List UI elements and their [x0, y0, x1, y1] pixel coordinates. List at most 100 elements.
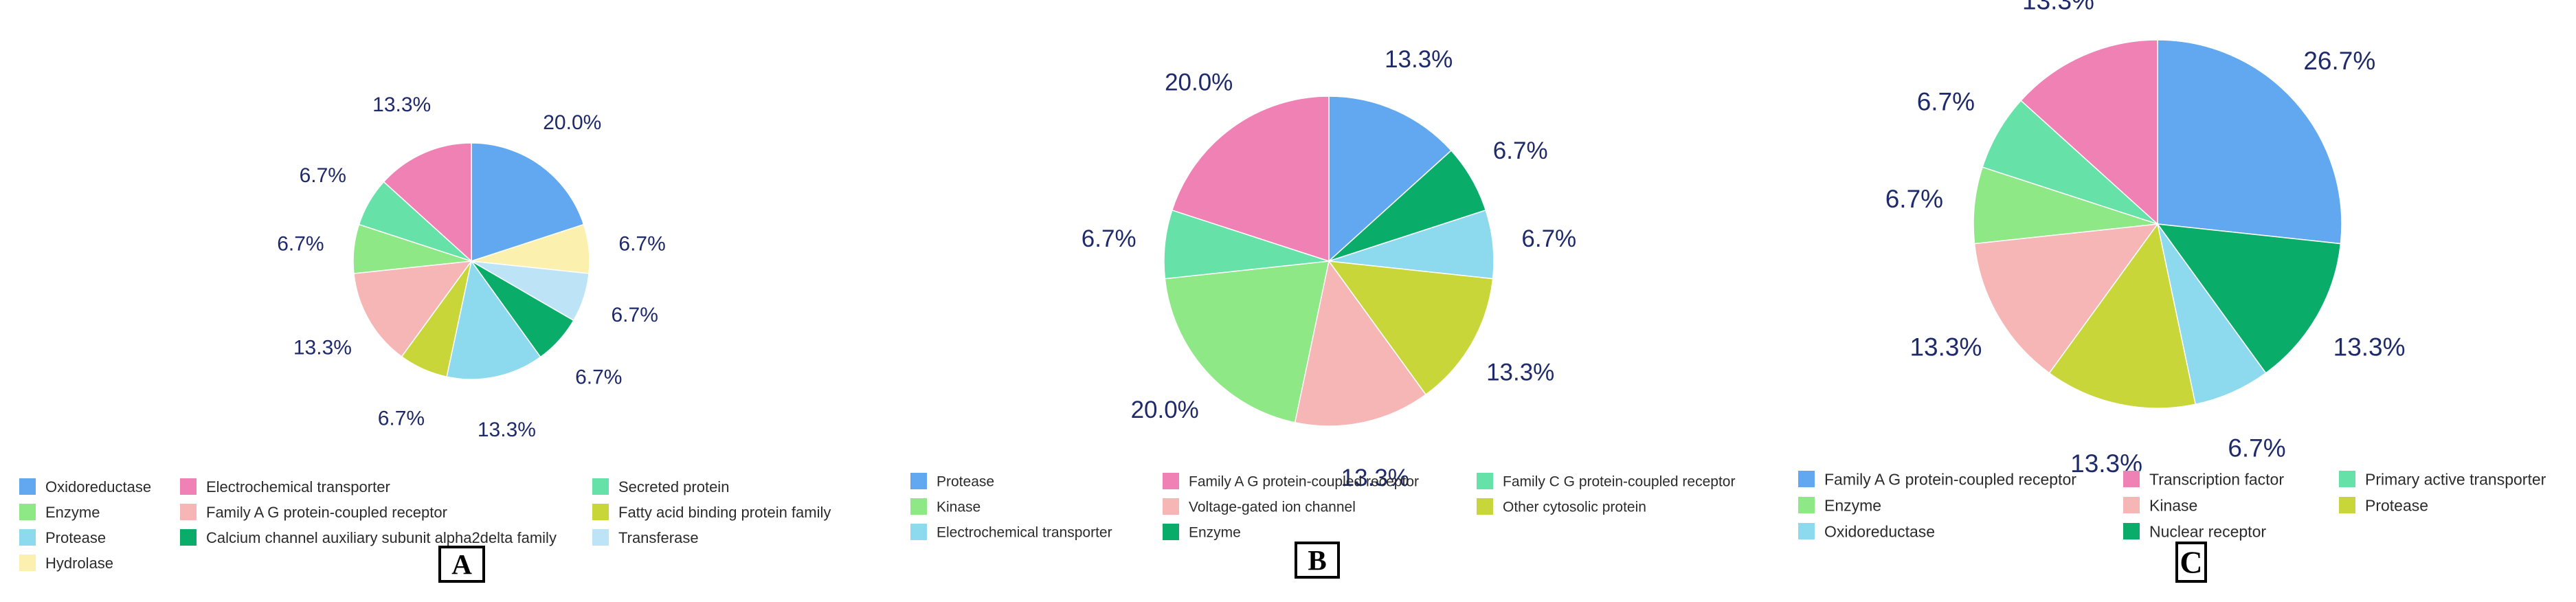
- slice-percent-label: 6.7%: [1493, 137, 1548, 164]
- slice-percent-label: 13.3%: [2022, 0, 2094, 15]
- legend-label: Primary active transporter: [2365, 470, 2546, 488]
- legend-swatch: [592, 529, 609, 546]
- pie-slice-voltage-gated-ion-channel: [1294, 260, 1427, 427]
- panel-label-text: A: [451, 548, 472, 580]
- legend-swatch: [180, 478, 197, 495]
- slice-percent-label: 6.7%: [1885, 185, 1943, 213]
- pie-slice-nuclear-receptor: [2156, 223, 2342, 374]
- slice-percent-label: 13.3%: [1341, 465, 1409, 491]
- legend-item-protease: Protease: [2339, 496, 2428, 514]
- legend-label: Oxidoreductase: [1824, 522, 1935, 540]
- slice-percent-label: 6.7%: [2228, 434, 2285, 462]
- pie-slice-kinase: [1973, 223, 2159, 374]
- slice-percent-label: 6.7%: [378, 408, 425, 430]
- pie-slice-protease: [2048, 223, 2197, 409]
- slice-percent-label: 6.7%: [612, 304, 658, 326]
- legend-label: Kinase: [937, 500, 981, 515]
- panel-label-box: [2175, 542, 2207, 583]
- legend-item-oxidoreductase: Oxidoreductase: [1798, 522, 1935, 540]
- slice-percent-label: 13.3%: [478, 419, 536, 441]
- legend-label: Other cytosolic protein: [1503, 500, 1646, 515]
- legend-swatch: [2123, 471, 2140, 487]
- legend-label: Transferase: [618, 529, 699, 546]
- pie-slice-primary-active-transporter: [1982, 100, 2158, 225]
- pie-slice-family-a-g-protein-coupled-receptor: [1171, 96, 1330, 263]
- pie-slice-family-a-g-protein-coupled-receptor: [2157, 39, 2342, 245]
- slice-percent-label: 6.7%: [1082, 225, 1136, 252]
- slice-percent-label: 13.3%: [372, 93, 431, 116]
- legend-item-family-a-g-protein-coupled-receptor: Family A G protein-coupled receptor: [1163, 473, 1419, 490]
- legend-swatch: [180, 504, 197, 520]
- legend-b: Protease Family A G protein-coupled recep…: [910, 473, 1735, 541]
- legend-swatch: [1163, 473, 1179, 489]
- pie-slice-transcription-factor: [2020, 39, 2158, 225]
- legend-swatch: [910, 524, 927, 540]
- legend-a: Oxidoreductase Electrochemical transporte…: [19, 478, 831, 572]
- legend-swatch: [1477, 473, 1493, 489]
- legend-label: Voltage-gated ion channel: [1189, 500, 1356, 515]
- legend-label: Transcription factor: [2149, 470, 2284, 488]
- legend-swatch: [1477, 498, 1493, 515]
- legend-swatch: [910, 498, 927, 515]
- legend-swatch: [19, 529, 36, 546]
- legend-label: Family A G protein-coupled receptor: [1824, 470, 2076, 488]
- legend-item-family-c-g-protein-coupled-receptor: Family C G protein-coupled receptor: [1477, 473, 1735, 490]
- slice-percent-label: 20.0%: [543, 111, 601, 134]
- panel-label-text: C: [2180, 545, 2202, 580]
- legend-swatch: [19, 555, 36, 571]
- legend-item-hydrolase: Hydrolase: [19, 555, 113, 572]
- legend-swatch: [2339, 471, 2355, 487]
- legend-swatch: [2123, 497, 2140, 513]
- legend-swatch: [1163, 524, 1179, 540]
- pie-slice-enzyme: [1973, 166, 2158, 245]
- pie-slice-other-cytosolic-protein: [1328, 260, 1494, 396]
- legend-label: Enzyme: [45, 504, 100, 521]
- legend-label: Family A G protein-coupled receptor: [1189, 474, 1419, 490]
- slice-percent-label: 6.7%: [618, 232, 665, 255]
- panel-label-c: C: [2175, 542, 2207, 583]
- legend-swatch: [1798, 497, 1815, 513]
- pie-slice-electrochemical-transporter: [383, 142, 472, 263]
- legend-item-protease: Protease: [19, 529, 106, 546]
- slice-percent-label: 20.0%: [1131, 397, 1199, 423]
- legend-swatch: [910, 473, 927, 489]
- legend-item-fatty-acid-binding-protein-family: Fatty acid binding protein family: [592, 504, 831, 521]
- legend-label: Calcium channel auxiliary subunit alpha2…: [206, 529, 557, 546]
- legend-label: Family A G protein-coupled receptor: [206, 504, 447, 521]
- slice-percent-label: 6.7%: [575, 366, 622, 388]
- legend-item-enzyme: Enzyme: [1163, 524, 1241, 541]
- pie-chart-b: 13.3% 6.7% 6.7% 13.3% 13.3% 20.0% 6.7% 20.0%: [1082, 46, 1576, 491]
- legend-item-primary-active-transporter: Primary active transporter: [2339, 470, 2546, 488]
- panel-label-text: B: [1308, 544, 1326, 576]
- slice-percent-label: 13.3%: [1486, 359, 1554, 386]
- legend-item-electrochemical-transporter: Electrochemical transporter: [180, 478, 390, 495]
- legend-swatch: [180, 529, 197, 546]
- legend-label: Secreted protein: [618, 478, 729, 495]
- legend-item-family-a-g-protein-coupled-receptor: Family A G protein-coupled receptor: [180, 504, 447, 521]
- legend-item-enzyme: Enzyme: [1798, 496, 1881, 514]
- slice-percent-label: 6.7%: [1917, 88, 1975, 116]
- legend-label: Oxidoreductase: [45, 478, 151, 495]
- pie-chart-c: 26.7%13.3%6.7%13.3%13.3%6.7%6.7%13.3%: [1885, 0, 2406, 478]
- legend-label: Electrochemical transporter: [206, 478, 390, 495]
- legend-label: Kinase: [2149, 496, 2197, 514]
- legend-c: Family A G protein-coupled receptor Trans…: [1798, 470, 2546, 540]
- slice-percent-label: 13.3%: [293, 336, 352, 359]
- slice-percent-label: 6.7%: [277, 232, 324, 255]
- pie-slice-protease: [1328, 96, 1453, 263]
- legend-label: Enzyme: [1824, 496, 1881, 514]
- legend-item-kinase: Kinase: [910, 498, 981, 515]
- slice-percent-label: 26.7%: [2303, 47, 2375, 75]
- legend-item-nuclear-receptor: Nuclear receptor: [2123, 522, 2266, 540]
- pie-slice-kinase: [1164, 260, 1330, 423]
- legend-swatch: [2123, 523, 2140, 539]
- legend-label: Nuclear receptor: [2149, 522, 2266, 540]
- legend-label: Hydrolase: [45, 555, 113, 572]
- pie-slice-oxidoreductase: [2157, 223, 2267, 405]
- legend-swatch: [19, 504, 36, 520]
- pie-chart-a: 20.0% 6.7% 6.7% 6.7% 13.3% 6.7% 13.3% 6.7% 6.7% 1…: [277, 93, 666, 441]
- legend-swatch: [19, 478, 36, 495]
- legend-label: Enzyme: [1189, 525, 1241, 541]
- legend-label: Protease: [45, 529, 106, 546]
